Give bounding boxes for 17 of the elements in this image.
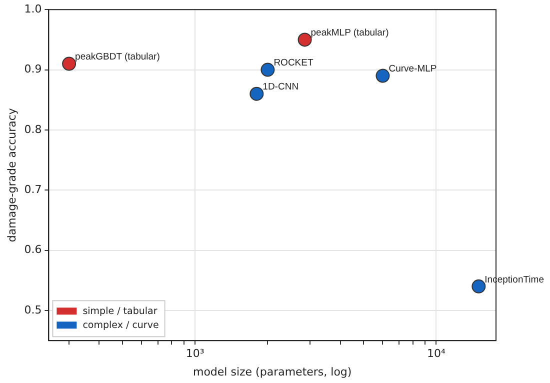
x-tick-label: 10⁴ bbox=[427, 347, 446, 360]
annotation: 1D-CNN bbox=[262, 82, 299, 93]
y-axis-title: damage-grade accuracy bbox=[5, 108, 18, 242]
annotation: Curve-MLP bbox=[388, 64, 437, 75]
y-tick-label: 0.9 bbox=[24, 62, 42, 76]
legend-label: simple / tabular bbox=[82, 306, 158, 318]
annotation: peakGBDT (tabular) bbox=[75, 52, 160, 63]
legend-label: complex / curve bbox=[82, 320, 159, 332]
y-tick-label: 0.5 bbox=[24, 303, 42, 316]
annotation: ROCKET bbox=[274, 58, 314, 69]
annotation: peakMLP (tabular) bbox=[310, 28, 389, 39]
y-tick-label: 1.0 bbox=[24, 2, 42, 16]
y-tick-label: 0.6 bbox=[24, 243, 42, 256]
x-tick-label: 10³ bbox=[186, 347, 204, 360]
y-tick-label: 0.8 bbox=[24, 122, 42, 136]
x-axis-title: model size (parameters, log) bbox=[192, 365, 352, 378]
y-tick-label: 0.7 bbox=[24, 183, 42, 196]
